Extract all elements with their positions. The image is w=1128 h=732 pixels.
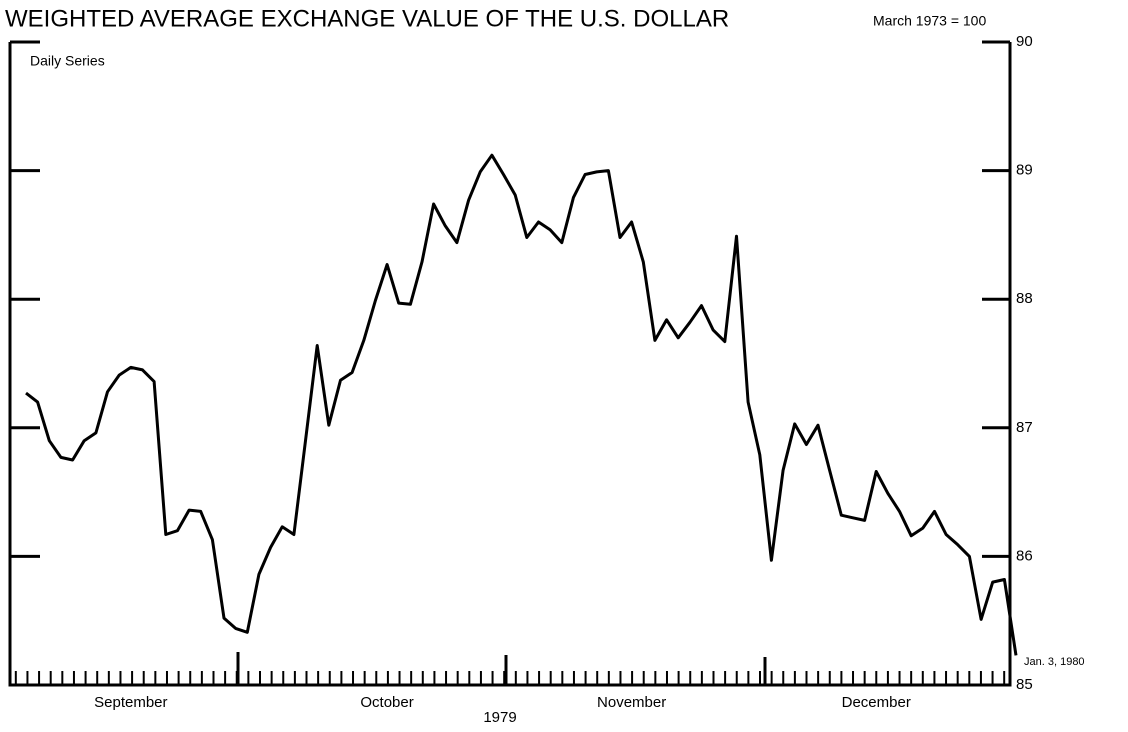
data-line — [25, 153, 1018, 656]
axis-frame — [8, 42, 1012, 687]
y-tick-label: 85 — [1016, 676, 1033, 693]
y-tick-label: 90 — [1016, 33, 1033, 50]
y-tick-label: 88 — [1016, 290, 1033, 307]
y-tick-label: 89 — [1016, 162, 1033, 179]
x-tick-label: November — [597, 694, 666, 711]
x-axis-label: 1979 — [483, 709, 516, 726]
y-tick-label: 86 — [1016, 547, 1033, 564]
x-tick-label: December — [842, 694, 911, 711]
annotation: Jan. 3, 1980 — [1024, 656, 1085, 668]
series-label: Daily Series — [30, 53, 105, 69]
x-tick-label: September — [94, 694, 167, 711]
x-tick-label: October — [360, 694, 413, 711]
month-boundaries — [236, 652, 767, 685]
y-axis-label: March 1973 = 100 — [873, 13, 986, 29]
chart-title: WEIGHTED AVERAGE EXCHANGE VALUE OF THE U… — [5, 5, 729, 32]
y-tick-label: 87 — [1016, 419, 1033, 436]
